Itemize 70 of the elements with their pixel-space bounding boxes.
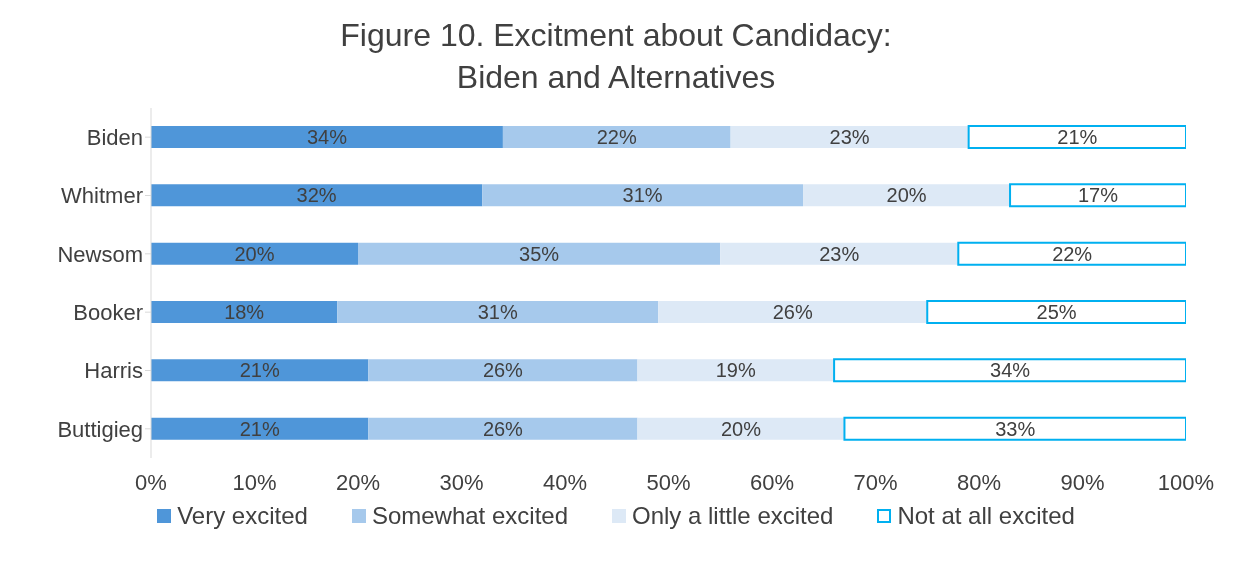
legend-label: Somewhat excited — [371, 502, 568, 530]
data-label: 26% — [482, 417, 524, 440]
y-tick-label: Harris — [84, 358, 143, 384]
data-label: 21% — [239, 359, 280, 382]
bar — [151, 359, 369, 382]
x-tick-label: 60% — [749, 469, 795, 495]
bar — [368, 417, 638, 440]
data-label: 34% — [306, 126, 348, 149]
data-label: 26% — [482, 359, 524, 382]
data-label: 22% — [596, 126, 637, 149]
bar — [637, 417, 845, 440]
bar — [803, 184, 1011, 207]
chart-title: Figure 10. Excitment about Candidacy: Biden and Alternatives — [339, 16, 893, 97]
data-label: 20% — [720, 417, 762, 440]
bar — [151, 184, 483, 207]
y-tick-label: Buttigieg — [57, 416, 143, 442]
data-label: 26% — [772, 301, 813, 324]
data-label: 33% — [995, 417, 1036, 440]
data-label: 32% — [296, 184, 337, 207]
data-label: 22% — [1052, 242, 1093, 265]
data-label: 31% — [477, 301, 518, 324]
x-tick-label: 100% — [1157, 469, 1215, 495]
x-tick-label: 40% — [542, 469, 588, 495]
bar — [368, 359, 638, 382]
bar — [926, 300, 1186, 324]
bar — [482, 184, 804, 207]
bar — [337, 301, 659, 323]
bar — [151, 301, 338, 323]
bar — [843, 416, 1186, 441]
data-label: 23% — [829, 126, 870, 149]
bar — [637, 359, 835, 382]
bar — [658, 301, 928, 323]
data-label: 18% — [224, 301, 265, 324]
data-label: 20% — [886, 184, 927, 207]
legend-label: Very excited — [177, 502, 308, 530]
x-tick-label: 70% — [853, 469, 898, 495]
x-tick-label: 30% — [439, 469, 484, 495]
data-label: 20% — [234, 242, 275, 265]
data-label: 21% — [1057, 126, 1098, 149]
x-tick-label: 50% — [646, 469, 691, 495]
y-tick-label: Biden — [86, 124, 143, 150]
x-tick-label: 0% — [135, 469, 167, 495]
y-tick-label: Whitmer — [61, 183, 143, 209]
y-tick-label: Booker — [73, 299, 143, 325]
x-tick-label: 90% — [1060, 469, 1105, 495]
bar — [358, 242, 721, 265]
bar — [151, 126, 503, 148]
bar — [720, 242, 959, 265]
data-label: 21% — [239, 417, 280, 440]
data-label: 17% — [1078, 184, 1119, 207]
bar — [967, 125, 1186, 149]
data-label: 34% — [990, 359, 1031, 382]
bar — [833, 358, 1186, 383]
bar — [151, 417, 369, 440]
data-label: 19% — [715, 359, 757, 382]
x-tick-label: 80% — [956, 469, 1002, 495]
legend-label: Not at all excited — [897, 502, 1075, 530]
bar — [151, 242, 358, 265]
data-label: 31% — [622, 184, 663, 207]
data-label: 23% — [819, 242, 860, 265]
x-tick-label: 10% — [232, 469, 277, 495]
bar — [502, 126, 731, 148]
bar — [730, 126, 969, 148]
bar — [957, 241, 1186, 266]
x-tick-label: 20% — [335, 469, 381, 495]
legend-label: Only a little excited — [632, 502, 834, 530]
bar — [1009, 183, 1186, 208]
data-label: 25% — [1036, 301, 1077, 324]
y-tick-label: Newsom — [57, 241, 143, 267]
data-label: 35% — [519, 242, 560, 265]
